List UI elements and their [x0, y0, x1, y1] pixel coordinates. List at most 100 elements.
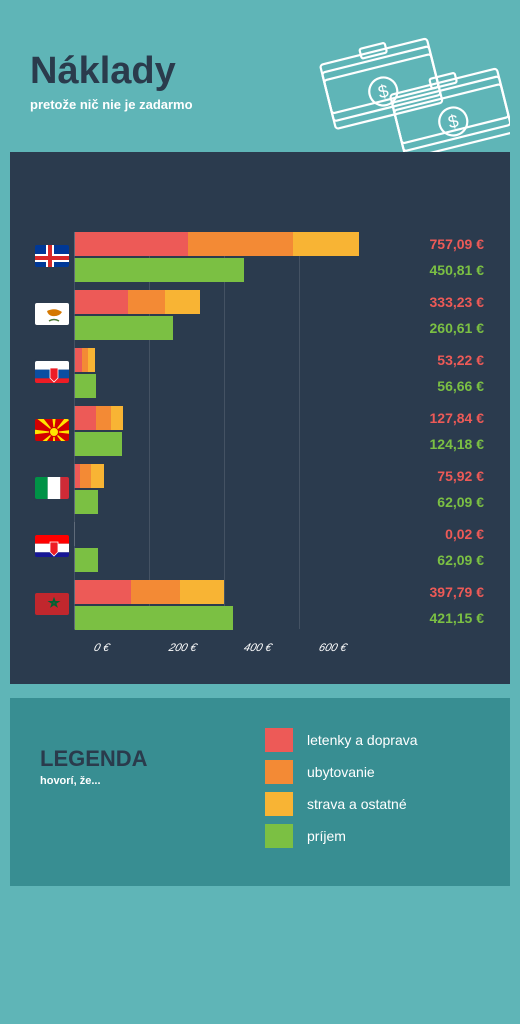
morocco-flag-icon [33, 591, 71, 617]
income-value: 124,18 € [374, 436, 484, 452]
cost-row: 333,23 € [30, 290, 490, 314]
cost-value: 53,22 € [374, 352, 484, 368]
infographic-root: Náklady pretože nič nie je zadarmo $ $ [0, 0, 520, 886]
cost-row: 0,02 € [30, 522, 490, 546]
income-bar [74, 490, 374, 514]
legend-swatch [265, 792, 293, 816]
legend-label: letenky a doprava [307, 732, 418, 748]
legend-heading-block: LEGENDA hovorí, že... [40, 728, 265, 856]
income-bar [74, 258, 374, 282]
cost-bar [74, 406, 374, 430]
income-row: 62,09 € [30, 548, 490, 572]
bar-segment [128, 290, 166, 314]
iceland-flag-icon [33, 243, 71, 269]
cost-bar [74, 580, 374, 604]
chart-panel: 757,09 € 450,81 € 333,23 € 260,61 € 53,22 … [10, 152, 510, 684]
bar-segment [75, 258, 244, 282]
income-value: 62,09 € [374, 552, 484, 568]
income-row: 260,61 € [30, 316, 490, 340]
income-value: 421,15 € [374, 610, 484, 626]
income-bar [74, 316, 374, 340]
bar-segment [88, 348, 95, 372]
bar-segment [80, 464, 91, 488]
x-tick-label: 600 € [317, 642, 395, 654]
cost-row: 75,92 € [30, 464, 490, 488]
bar-segment [293, 232, 359, 256]
macedonia-flag-icon [33, 417, 71, 443]
bar-segment [131, 580, 180, 604]
bar-segment [75, 374, 96, 398]
bar-segment [91, 464, 104, 488]
cost-value: 333,23 € [374, 294, 484, 310]
cost-value: 75,92 € [374, 468, 484, 484]
bar-segment [111, 406, 123, 430]
cost-value: 757,09 € [374, 236, 484, 252]
cost-value: 0,02 € [374, 526, 484, 542]
legend-items: letenky a doprava ubytovanie strava a osta… [265, 728, 490, 856]
income-bar [74, 606, 374, 630]
bar-segment [75, 548, 98, 572]
cost-bar [74, 232, 374, 256]
income-value: 260,61 € [374, 320, 484, 336]
income-value: 450,81 € [374, 262, 484, 278]
income-row: 124,18 € [30, 432, 490, 456]
income-value: 56,66 € [374, 378, 484, 394]
cost-row: 53,22 € [30, 348, 490, 372]
legend-swatch [265, 824, 293, 848]
legend-item: letenky a doprava [265, 728, 490, 752]
x-tick-label: 400 € [242, 642, 320, 654]
bar-segment [180, 580, 224, 604]
legend-item: strava a ostatné [265, 792, 490, 816]
svg-text:$: $ [376, 81, 391, 103]
cost-row: 127,84 € [30, 406, 490, 430]
legend-subtitle: hovorí, že... [40, 775, 265, 787]
legend-item: ubytovanie [265, 760, 490, 784]
income-bar [74, 432, 374, 456]
italy-flag-icon [33, 475, 71, 501]
cost-bar [74, 522, 374, 546]
bar-segment [75, 490, 98, 514]
income-bar [74, 374, 374, 398]
croatia-flag-icon [33, 533, 71, 559]
income-row: 450,81 € [30, 258, 490, 282]
cost-value: 397,79 € [374, 584, 484, 600]
bar-segment [75, 232, 188, 256]
cost-row: 757,09 € [30, 232, 490, 256]
slovakia-flag-icon [33, 359, 71, 385]
income-row: 421,15 € [30, 606, 490, 630]
cost-bar [74, 464, 374, 488]
cyprus-flag-icon [33, 301, 71, 327]
bar-segment [165, 290, 200, 314]
cost-row: 397,79 € [30, 580, 490, 604]
legend-label: strava a ostatné [307, 796, 407, 812]
bar-segment [75, 432, 122, 456]
cost-bar [74, 348, 374, 372]
income-bar [74, 548, 374, 572]
bar-segment [75, 606, 233, 630]
legend-swatch [265, 728, 293, 752]
bar-segment [75, 406, 96, 430]
legend-label: ubytovanie [307, 764, 375, 780]
x-tick-label: 200 € [167, 642, 245, 654]
bar-segment [188, 232, 293, 256]
legend-swatch [265, 760, 293, 784]
x-axis: 0 €200 €400 €600 € [92, 642, 395, 654]
cost-bar [74, 290, 374, 314]
income-row: 56,66 € [30, 374, 490, 398]
x-tick-label: 0 € [92, 642, 170, 654]
cost-value: 127,84 € [374, 410, 484, 426]
bar-segment [75, 348, 82, 372]
bars-container: 757,09 € 450,81 € 333,23 € 260,61 € 53,22 … [30, 232, 490, 638]
bar-segment [96, 406, 111, 430]
legend-title: LEGENDA [40, 746, 265, 772]
header: Náklady pretože nič nie je zadarmo $ $ [0, 0, 520, 152]
bar-segment [75, 316, 173, 340]
bar-segment [75, 290, 128, 314]
bar-segment [75, 580, 131, 604]
income-row: 62,09 € [30, 490, 490, 514]
svg-text:$: $ [446, 111, 461, 133]
legend-item: príjem [265, 824, 490, 848]
legend-panel: LEGENDA hovorí, že... letenky a doprava u… [10, 698, 510, 886]
income-value: 62,09 € [374, 494, 484, 510]
legend-label: príjem [307, 828, 346, 844]
